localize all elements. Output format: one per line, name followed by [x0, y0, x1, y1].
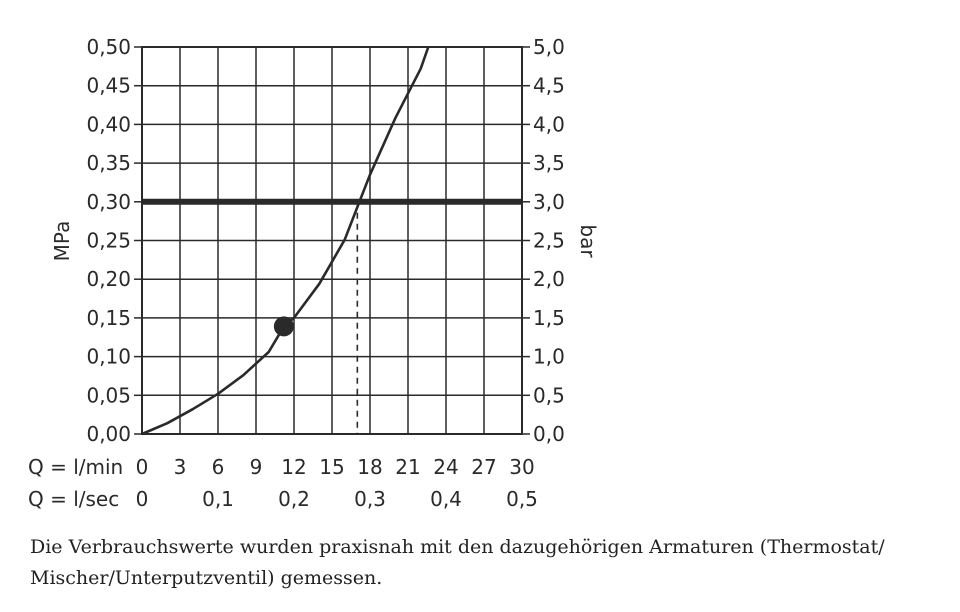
x-row2-tick-label: 0,2	[278, 487, 310, 511]
curve-group	[141, 46, 430, 436]
x-row1-axis-label: Q = l/min	[28, 455, 123, 479]
x-row2-tick-label: 0,4	[430, 487, 462, 511]
x-row1-tick-label: 18	[357, 455, 382, 479]
y-tick-label: 0,05	[86, 383, 131, 407]
y2-tick-label: 0,0	[533, 422, 565, 446]
y2-tick-label: 3,5	[533, 151, 565, 175]
x-row1-tick-label: 21	[395, 455, 420, 479]
y2-tick-label: 1,0	[533, 345, 565, 369]
x-row2-tick-label: 0,3	[354, 487, 386, 511]
y2-tick-labels: 0,0 0,5 1,0 1,5 2,0 2,5 3,0 3,5 4,0 4,5 5,0	[533, 35, 565, 446]
y2-tick-label: 4,5	[533, 74, 565, 98]
x-row1-tick-label: 6	[212, 455, 225, 479]
x-row1-tick-label: 12	[281, 455, 306, 479]
x-row1-tick-label: 3	[174, 455, 187, 479]
y-tick-label: 0,35	[86, 151, 131, 175]
y-tick-label: 0,20	[86, 267, 131, 291]
y2-axis-title: bar	[576, 224, 600, 258]
y2-tick-label: 3,0	[533, 190, 565, 214]
y2-tick-label: 4,0	[533, 112, 565, 136]
x-row1-tick-label: 30	[509, 455, 534, 479]
x-row2-tick-labels: 0 0,1 0,2 0,3 0,4 0,5	[136, 487, 538, 511]
x-row1-tick-label: 0	[136, 455, 149, 479]
x-row1-tick-label: 24	[433, 455, 458, 479]
y-tick-labels: 0,00 0,05 0,10 0,15 0,20 0,25 0,30 0,35 0,40 0,45…	[86, 35, 131, 446]
y-tick-label: 0,40	[86, 112, 131, 136]
x-row1-tick-label: 27	[471, 455, 496, 479]
y2-tick-label: 5,0	[533, 35, 565, 59]
x-row2-axis-label: Q = l/sec	[28, 487, 119, 511]
y-tick-label: 0,15	[86, 306, 131, 330]
x-row2-tick-label: 0	[136, 487, 149, 511]
plot-frame	[134, 46, 530, 435]
y-tick-label: 0,10	[86, 345, 131, 369]
series-line	[141, 46, 430, 436]
x-row2-tick-label: 0,5	[506, 487, 538, 511]
marker-point	[273, 316, 294, 337]
x-row2-tick-label: 0,1	[202, 487, 234, 511]
y-tick-label: 0,30	[86, 190, 131, 214]
y-tick-label: 0,45	[86, 74, 131, 98]
reference-line-group	[142, 198, 522, 434]
pressure-flow-chart: 0,000,050,100,150,200,250,300,350,400,45…	[28, 35, 600, 511]
x-row1-tick-label: 9	[250, 455, 263, 479]
y-axis-title: MPa	[50, 221, 74, 262]
y-tick-label: 0,25	[86, 229, 131, 253]
y2-tick-label: 2,0	[533, 267, 565, 291]
x-row1-tick-label: 15	[319, 455, 344, 479]
y2-tick-label: 0,5	[533, 383, 565, 407]
y2-tick-label: 2,5	[533, 229, 565, 253]
x-row1-tick-labels: 0 3 6 9 12 15 18 21 24 27 30	[136, 455, 535, 479]
y-tick-label: 0,50	[86, 35, 131, 59]
y2-tick-label: 1,5	[533, 306, 565, 330]
caption-text: Die Verbrauchswerte wurden praxisnah mit…	[30, 536, 885, 589]
y-tick-label: 0,00	[86, 422, 131, 446]
chart-grid	[142, 47, 522, 434]
